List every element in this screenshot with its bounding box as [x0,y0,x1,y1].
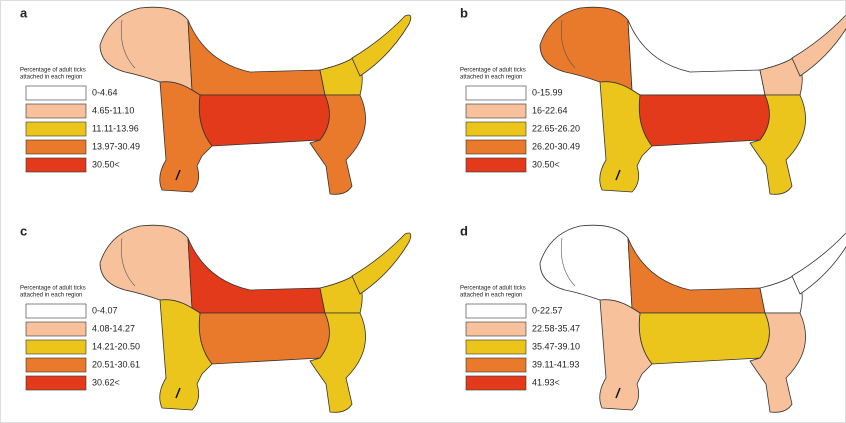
panel-label: a [20,5,28,20]
region [639,95,769,146]
legend-label: 16-22.64 [532,105,568,115]
legend-swatch [466,304,526,318]
legend-swatch [466,376,526,390]
legend-label: 11.11-13.96 [92,123,139,133]
legend-title: attached in each region [460,293,522,299]
legend-swatch [466,122,526,136]
legend-swatch [466,340,526,354]
legend-swatch [26,358,86,372]
legend-label: 4.65-11.10 [92,105,134,115]
legend-title: attached in each region [460,75,522,81]
legend-swatch [466,158,526,172]
legend-swatch [26,304,86,318]
region [199,313,329,364]
legend-swatch [466,104,526,118]
legend-title: Percentage of adult ticks [460,286,526,292]
legend-label: 0-4.64 [92,87,118,97]
figure: aPercentage of adult ticksattached in ea… [0,0,846,423]
legend-label: 0-15.99 [532,87,563,97]
legend-title: attached in each region [20,293,82,299]
legend-title: attached in each region [20,75,82,81]
legend-swatch [26,104,86,118]
legend-swatch [26,140,86,154]
legend-swatch [466,86,526,100]
panel-label: b [460,5,468,20]
legend-label: 22.65-26.20 [532,123,580,133]
region [199,95,329,146]
legend-label: 39.11-41.93 [532,359,579,369]
legend-swatch [466,140,526,154]
legend-label: 30.50< [92,159,120,169]
panel-label: c [20,223,27,238]
legend-title: Percentage of adult ticks [20,68,86,74]
legend-label: 4.08-14.27 [92,323,135,333]
legend-swatch [26,122,86,136]
legend-swatch [26,376,86,390]
legend-label: 13.97-30.49 [92,141,140,151]
legend-swatch [466,322,526,336]
legend-label: 30.62< [92,377,120,387]
legend-swatch [26,86,86,100]
legend-swatch [26,322,86,336]
legend-title: Percentage of adult ticks [20,286,86,292]
legend-label: 30.50< [532,159,560,169]
legend-label: 22.58-35.47 [532,323,580,333]
legend-label: 0-22.57 [532,305,563,315]
legend-swatch [466,358,526,372]
legend-label: 14.21-20.50 [92,341,140,351]
legend-label: 0-4.07 [92,305,118,315]
region [639,313,769,364]
legend-label: 41.93< [532,377,560,387]
legend-label: 35.47-39.10 [532,341,580,351]
legend-label: 20.51-30.61 [92,359,140,369]
legend-title: Percentage of adult ticks [460,68,526,74]
panel-label: d [460,223,468,238]
legend-label: 26.20-30.49 [532,141,580,151]
legend-swatch [26,340,86,354]
legend-swatch [26,158,86,172]
